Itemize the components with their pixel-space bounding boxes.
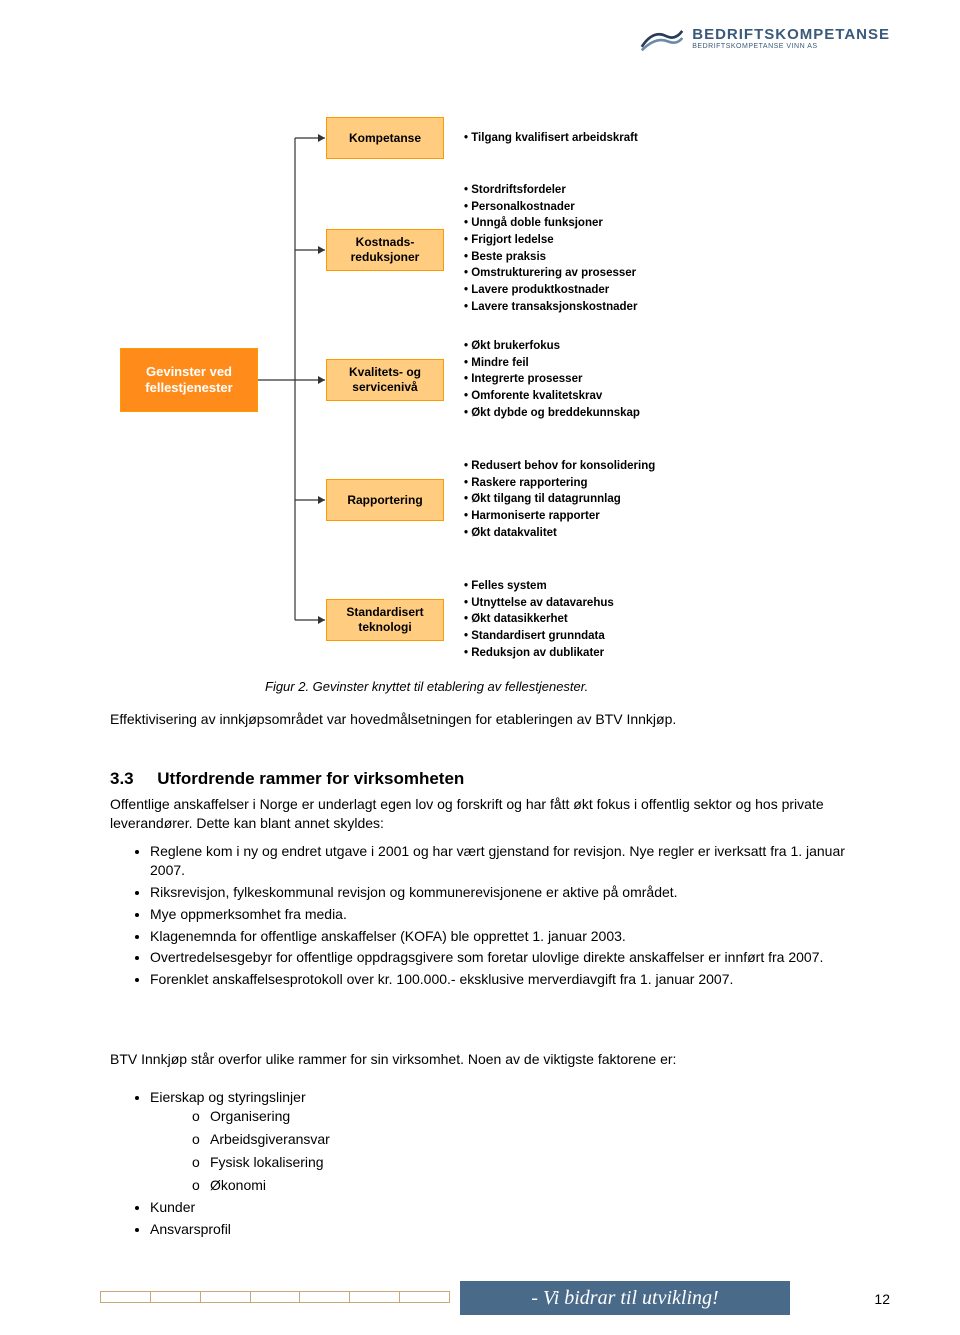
figure-caption-row: Figur 2. Gevinster knyttet til etablerin… — [110, 678, 870, 696]
list-item: Ansvarsprofil — [150, 1220, 870, 1239]
category-label-4: Standardisert teknologi — [333, 605, 437, 635]
list-item: Kunder — [150, 1198, 870, 1217]
logo-sub-text: BEDRIFTSKOMPETANSE VINN AS — [692, 43, 890, 50]
list-item: Riksrevisjon, fylkeskommunal revisjon og… — [150, 883, 870, 902]
bullets-4: Felles system Utnyttelse av datavarehus … — [464, 578, 614, 661]
list-item: Eierskap og styringslinjer Organisering … — [150, 1088, 870, 1194]
list-1-block: Reglene kom i ny og endret utgave i 2001… — [110, 842, 870, 992]
category-label-3: Rapportering — [347, 493, 422, 508]
bullets-2: Økt brukerfokus Mindre feil Integrerte p… — [464, 338, 640, 421]
list-item: Forenklet anskaffelsesprotokoll over kr.… — [150, 970, 870, 989]
list-2-block: Eierskap og styringslinjer Organisering … — [110, 1088, 870, 1242]
category-box-3: Rapportering — [326, 479, 444, 521]
paragraph-1: Effektivisering av innkjøpsområdet var h… — [110, 710, 870, 729]
paragraph-2: Offentlige anskaffelser i Norge er under… — [110, 795, 870, 833]
sub-list-item: Fysisk lokalisering — [210, 1153, 870, 1172]
footer-stripes — [100, 1291, 450, 1303]
page-number: 12 — [874, 1291, 890, 1307]
list-item: Mye oppmerksomhet fra media. — [150, 905, 870, 924]
list-item: Klagenemnda for offentlige anskaffelser … — [150, 927, 870, 946]
category-label-2: Kvalitets- og servicenivå — [333, 365, 437, 395]
benefits-diagram: Gevinster ved fellestjenester Kompetanse… — [110, 110, 870, 670]
category-label-0: Kompetanse — [349, 131, 421, 146]
logo-main-text: BEDRIFTSKOMPETANSE — [692, 26, 890, 43]
paragraph-3: BTV Innkjøp står overfor ulike rammer fo… — [110, 1050, 870, 1069]
bullets-3: Redusert behov for konsolidering Raskere… — [464, 458, 655, 541]
bullets-0: Tilgang kvalifisert arbeidskraft — [464, 130, 638, 147]
category-box-2: Kvalitets- og servicenivå — [326, 359, 444, 401]
sub-list-item: Organisering — [210, 1107, 870, 1126]
bullets-1: Stordriftsfordeler Personalkostnader Unn… — [464, 182, 637, 315]
section-title: Utfordrende rammer for virksomheten — [157, 769, 464, 788]
category-box-0: Kompetanse — [326, 117, 444, 159]
list-2: Eierskap og styringslinjer Organisering … — [110, 1088, 870, 1239]
category-label-1: Kostnads-reduksjoner — [333, 235, 437, 265]
company-logo: BEDRIFTSKOMPETANSE BEDRIFTSKOMPETANSE VI… — [640, 20, 890, 56]
main-box-label: Gevinster ved fellestjenester — [127, 364, 251, 397]
figure-caption: Figur 2. Gevinster knyttet til etablerin… — [265, 678, 870, 696]
sub-list-item: Arbeidsgiveransvar — [210, 1130, 870, 1149]
list-item: Reglene kom i ny og endret utgave i 2001… — [150, 842, 870, 880]
sub-list: Organisering Arbeidsgiveransvar Fysisk l… — [150, 1107, 870, 1195]
sub-list-item: Økonomi — [210, 1176, 870, 1195]
section-number: 3.3 — [110, 769, 134, 788]
list-item: Overtredelsesgebyr for offentlige oppdra… — [150, 948, 870, 967]
list-1: Reglene kom i ny og endret utgave i 2001… — [110, 842, 870, 989]
category-box-4: Standardisert teknologi — [326, 599, 444, 641]
category-box-1: Kostnads-reduksjoner — [326, 229, 444, 271]
main-box: Gevinster ved fellestjenester — [120, 348, 258, 412]
footer-tagline: - Vi bidrar til utvikling! — [460, 1281, 790, 1315]
logo-wave-icon — [640, 20, 684, 56]
page-footer: - Vi bidrar til utvikling! 12 — [0, 1275, 960, 1315]
section-heading-row: 3.3 Utfordrende rammer for virksomheten … — [110, 768, 870, 833]
